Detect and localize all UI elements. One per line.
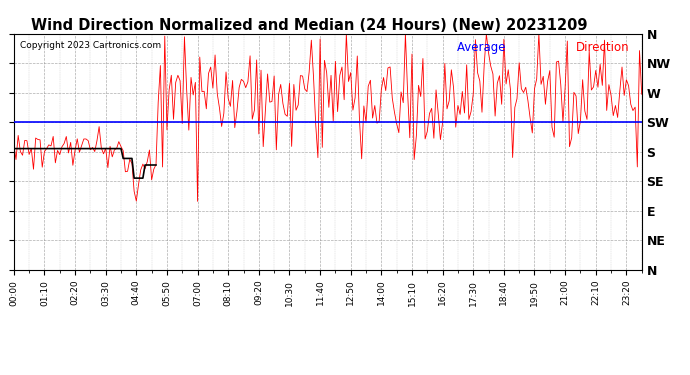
Text: Average: Average (457, 41, 509, 54)
Text: Copyright 2023 Cartronics.com: Copyright 2023 Cartronics.com (20, 41, 161, 50)
Title: Wind Direction Normalized and Median (24 Hours) (New) 20231209: Wind Direction Normalized and Median (24… (30, 18, 587, 33)
Text: Direction: Direction (575, 41, 629, 54)
